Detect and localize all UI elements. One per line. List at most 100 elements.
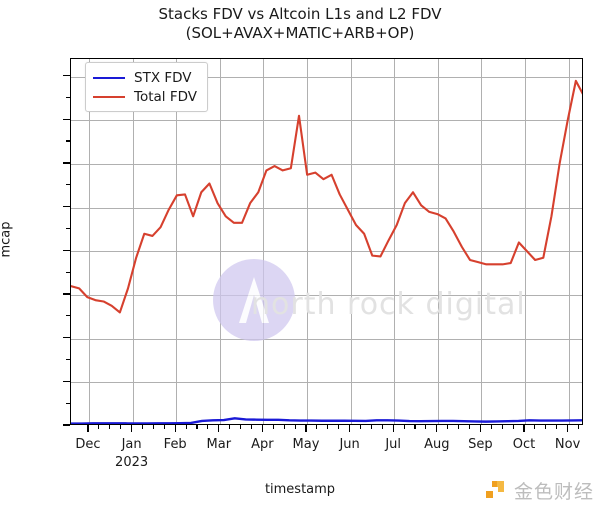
x-axis-minor-tick bbox=[109, 425, 111, 429]
grid-line-horizontal bbox=[71, 294, 582, 296]
x-axis-minor-tick bbox=[163, 425, 165, 429]
chart-legend: STX FDV Total FDV bbox=[85, 62, 208, 112]
x-axis-minor-tick bbox=[447, 425, 449, 429]
x-axis-minor-tick bbox=[501, 425, 503, 429]
legend-swatch-total bbox=[93, 95, 125, 98]
x-axis-tick-label: Jan bbox=[121, 437, 142, 452]
x-axis-tick-label: Jun bbox=[339, 437, 360, 452]
grid-line-horizontal bbox=[71, 251, 582, 253]
grid-line-horizontal bbox=[71, 76, 582, 78]
x-axis-tick-label: May bbox=[292, 437, 320, 452]
y-axis-tick bbox=[63, 293, 70, 295]
grid-line-vertical bbox=[437, 59, 439, 424]
x-axis-minor-tick bbox=[294, 425, 296, 429]
x-axis-minor-tick bbox=[359, 425, 362, 429]
series-lines bbox=[71, 79, 582, 424]
y-axis-tick bbox=[63, 118, 70, 120]
x-axis-tick bbox=[436, 425, 438, 432]
x-axis-minor-tick bbox=[381, 425, 383, 429]
x-axis-tick-label: Feb bbox=[163, 437, 187, 452]
x-axis-minor-tick bbox=[229, 425, 231, 429]
x-axis-minor-tick bbox=[316, 425, 318, 429]
line-total-fdv bbox=[71, 79, 582, 314]
x-axis-tick-label: Aug bbox=[424, 437, 450, 452]
x-axis-minor-tick bbox=[458, 425, 460, 429]
y-axis-label: mcap bbox=[0, 221, 14, 258]
x-axis-tick bbox=[523, 425, 525, 432]
x-axis-minor-tick bbox=[185, 425, 187, 429]
y-axis-tick bbox=[63, 424, 70, 426]
brand-text: 金色财经 bbox=[513, 481, 594, 503]
x-axis-minor-tick bbox=[512, 425, 514, 429]
grid-line-vertical bbox=[350, 59, 352, 424]
x-axis-tick bbox=[130, 425, 133, 432]
y-axis-minor-tick bbox=[66, 96, 70, 98]
y-axis-tick bbox=[63, 336, 70, 339]
y-axis-tick bbox=[63, 162, 70, 164]
x-axis-minor-tick bbox=[490, 425, 492, 429]
grid-line-vertical bbox=[481, 59, 483, 424]
grid-line-vertical bbox=[394, 59, 396, 424]
y-axis-minor-tick bbox=[66, 315, 70, 317]
grid-line-horizontal bbox=[71, 163, 582, 165]
x-axis-minor-tick bbox=[250, 425, 253, 429]
grid-line-horizontal bbox=[71, 382, 582, 384]
x-axis-minor-tick bbox=[141, 425, 144, 429]
x-axis-minor-tick bbox=[403, 425, 405, 429]
grid-line-vertical bbox=[568, 59, 570, 424]
x-axis-tick-label: Mar bbox=[206, 437, 232, 452]
y-axis-minor-tick bbox=[66, 358, 70, 360]
x-axis-tick bbox=[87, 425, 89, 432]
y-axis-tick bbox=[63, 74, 70, 77]
x-axis-minor-tick bbox=[98, 425, 100, 429]
grid-line-horizontal bbox=[71, 120, 582, 122]
jinse-logo-icon bbox=[483, 479, 507, 503]
x-axis-minor-tick bbox=[283, 425, 285, 429]
legend-label-stx: STX FDV bbox=[134, 69, 192, 86]
grid-line-vertical bbox=[263, 59, 265, 424]
x-axis-label: timestamp bbox=[264, 482, 336, 497]
x-axis-minor-tick bbox=[196, 425, 198, 429]
x-axis-tick bbox=[261, 425, 264, 432]
legend-label-total: Total FDV bbox=[134, 88, 197, 105]
y-axis-tick bbox=[63, 380, 70, 382]
x-axis-minor-tick bbox=[152, 425, 154, 429]
x-axis-tick bbox=[305, 425, 307, 432]
chart-title-line2: (SOL+AVAX+MATIC+ARB+OP) bbox=[185, 24, 415, 42]
x-axis-minor-tick bbox=[272, 425, 274, 429]
chart-title: Stacks FDV vs Altcoin L1s and L2 FDV (SOL… bbox=[0, 5, 600, 43]
plot-area: north rock digital bbox=[70, 58, 583, 425]
x-axis-minor-tick bbox=[534, 425, 536, 429]
x-axis-tick-label: Sep bbox=[468, 437, 493, 452]
x-axis-tick-label: Oct bbox=[512, 437, 536, 452]
line-stx-fdv bbox=[71, 417, 582, 424]
y-axis-minor-tick bbox=[66, 271, 70, 273]
x-axis-tick-label: Nov bbox=[554, 437, 581, 452]
chart-title-line1: Stacks FDV vs Altcoin L1s and L2 FDV bbox=[158, 5, 442, 23]
grid-line-horizontal bbox=[71, 207, 582, 209]
y-axis-tick bbox=[63, 205, 70, 208]
y-axis-minor-tick bbox=[66, 140, 70, 142]
grid-line-vertical bbox=[132, 59, 134, 424]
y-axis-tick bbox=[63, 249, 70, 251]
x-axis-tick bbox=[479, 425, 482, 432]
x-axis-tick-label: Dec bbox=[75, 437, 101, 452]
x-axis-minor-tick bbox=[414, 425, 416, 429]
x-axis-minor-tick bbox=[577, 425, 580, 429]
x-axis-minor-tick bbox=[545, 425, 547, 429]
y-axis-minor-tick bbox=[66, 227, 70, 229]
legend-swatch-stx bbox=[93, 76, 125, 79]
brand-watermark: 金色财经 bbox=[483, 477, 594, 504]
grid-line-vertical bbox=[176, 59, 178, 424]
x-axis-minor-tick bbox=[327, 425, 329, 429]
x-axis-minor-tick bbox=[556, 425, 558, 429]
x-axis-tick-label: Jul bbox=[385, 437, 402, 452]
x-axis-tick-label: Apr bbox=[251, 437, 274, 452]
y-axis-minor-tick bbox=[66, 402, 70, 404]
x-axis-tick bbox=[348, 425, 351, 432]
x-axis-minor-tick bbox=[338, 425, 340, 429]
grid-line-vertical bbox=[525, 59, 526, 424]
x-axis-minor-tick bbox=[240, 425, 242, 429]
grid-line-vertical bbox=[307, 59, 308, 424]
